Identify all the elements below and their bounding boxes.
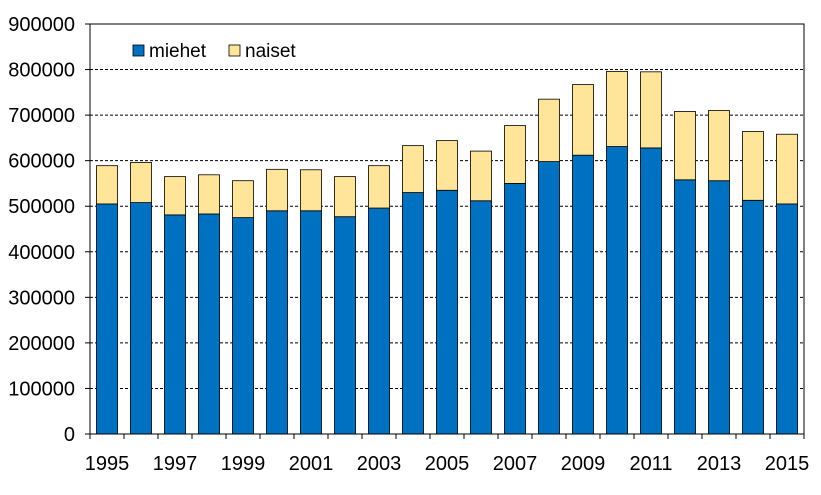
bar-naiset-2005 [436, 140, 458, 191]
bar-miehet-2004 [402, 192, 424, 435]
x-tick-label: 2013 [697, 453, 742, 475]
legend-label-miehet: miehet [149, 41, 207, 62]
bars [96, 70, 798, 435]
x-tick-label: 2007 [493, 453, 538, 475]
x-tick-label: 2005 [425, 453, 470, 475]
x-tick-label: 2015 [765, 453, 810, 475]
y-tick-label: 400000 [8, 242, 75, 264]
bar-miehet-2005 [436, 189, 458, 435]
bar-miehet-2007 [504, 183, 526, 435]
bar-miehet-2000 [266, 210, 288, 435]
bar-miehet-2013 [708, 180, 730, 435]
x-tick-label: 2001 [289, 453, 334, 475]
y-tick-label: 600000 [8, 151, 75, 173]
bar-miehet-2010 [606, 146, 628, 435]
bar-miehet-2006 [470, 200, 492, 435]
legend-label-naiset: naiset [245, 41, 296, 62]
y-tick-label: 0 [64, 424, 75, 446]
legend-swatch-naiset [228, 44, 241, 57]
bar-miehet-2014 [742, 199, 764, 435]
x-tick-label: 2009 [561, 453, 606, 475]
bar-miehet-1997 [164, 214, 186, 435]
y-tick-label: 100000 [8, 378, 75, 400]
bar-naiset-2003 [368, 165, 390, 209]
bar-naiset-2002 [334, 176, 356, 218]
y-tick-label: 500000 [8, 196, 75, 218]
bar-miehet-1996 [130, 202, 152, 435]
bar-miehet-2001 [300, 210, 322, 435]
y-tick-label: 900000 [8, 14, 75, 36]
bar-naiset-2004 [402, 145, 424, 193]
y-tick-label: 200000 [8, 333, 75, 355]
x-tick-label: 2011 [629, 453, 672, 475]
y-tick-label: 800000 [8, 60, 75, 82]
bar-naiset-2001 [300, 169, 322, 212]
bar-naiset-1995 [96, 165, 118, 205]
bar-naiset-2014 [742, 131, 764, 201]
bar-miehet-2015 [776, 203, 798, 435]
bar-miehet-1999 [232, 217, 254, 435]
y-tick-label: 300000 [8, 287, 75, 309]
bar-naiset-2013 [708, 110, 730, 182]
plot-frame [89, 23, 805, 435]
bar-miehet-2002 [334, 216, 356, 435]
x-tick-label: 1999 [221, 453, 266, 475]
bar-naiset-2007 [504, 125, 526, 184]
bar-naiset-2000 [266, 168, 288, 212]
bar-naiset-1997 [164, 176, 186, 216]
bar-naiset-1999 [232, 180, 254, 219]
bar-naiset-2012 [674, 111, 696, 181]
bar-miehet-2003 [368, 207, 390, 435]
x-tick-label: 2003 [357, 453, 402, 475]
bar-naiset-2008 [538, 98, 560, 162]
y-tick-label: 700000 [8, 105, 75, 127]
bar-miehet-1995 [96, 203, 118, 435]
bar-naiset-2009 [572, 84, 594, 156]
bar-miehet-1998 [198, 213, 220, 435]
bar-miehet-2011 [640, 147, 662, 435]
legend-swatch-miehet [132, 44, 145, 57]
x-tick-label: 1997 [153, 453, 198, 475]
legend: miehet naiset [132, 41, 296, 62]
x-axis: 1995 1997 1999 2001 2003 2005 2007 2009 2011 2013… [85, 434, 810, 475]
bar-miehet-2012 [674, 179, 696, 435]
bar-naiset-2010 [606, 70, 628, 147]
bar-naiset-1998 [198, 174, 220, 215]
bar-miehet-2008 [538, 161, 560, 435]
bar-naiset-2006 [470, 150, 492, 202]
bar-naiset-2015 [776, 133, 798, 205]
y-axis: 0 100000 200000 300000 400000 500000 600000 700… [8, 14, 90, 446]
bar-miehet-2009 [572, 154, 594, 435]
bar-naiset-1996 [130, 162, 152, 203]
bar-naiset-2011 [640, 71, 662, 149]
x-tick-label: 1995 [85, 453, 130, 475]
